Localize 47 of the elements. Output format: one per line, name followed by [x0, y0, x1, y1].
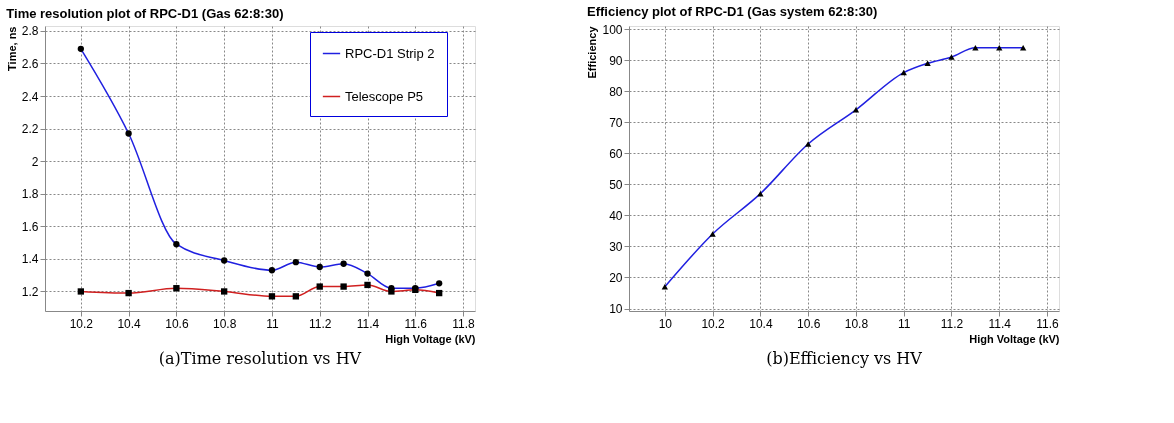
- y-tick-label: 30: [609, 239, 623, 254]
- x-tick-label: 10.4: [117, 316, 142, 331]
- y-tick-label: 2.8: [21, 24, 39, 39]
- y-tick-label: 90: [609, 53, 623, 68]
- x-tick-label: 11.4: [356, 316, 380, 331]
- y-tick-label: 60: [609, 146, 623, 161]
- chart-title: Time resolution plot of RPC-D1 (Gas 62:8:30): [6, 5, 284, 21]
- y-tick-label: 10: [609, 302, 623, 317]
- y-tick-label: 20: [609, 270, 623, 285]
- y-tick-label: 100: [602, 22, 623, 37]
- y-tick-label: 2.6: [21, 56, 39, 71]
- x-tick-label: 11.4: [988, 316, 1012, 331]
- x-tick-label: 10: [658, 316, 673, 331]
- x-tick-label: 10.6: [796, 316, 821, 331]
- x-tick-label: 11.2: [940, 316, 964, 331]
- x-tick-label: 10.2: [701, 316, 726, 331]
- legend-label: Telescope P5: [345, 88, 424, 104]
- y-tick-label: 50: [609, 177, 623, 192]
- y-tick-label: 1.2: [21, 284, 39, 299]
- x-tick-label: 11: [266, 316, 279, 331]
- y-axis-title: Efficiency: [586, 25, 599, 79]
- x-tick-label: 10.2: [69, 316, 94, 331]
- x-tick-label: 11.6: [1036, 316, 1060, 331]
- y-tick-label: 80: [609, 84, 623, 99]
- x-tick-label: 11.6: [404, 316, 428, 331]
- x-tick-label: 11: [897, 316, 911, 331]
- text: (b)Efficiency vs HV: [766, 349, 923, 368]
- x-tick-label: 10.6: [165, 316, 189, 331]
- legend-label: RPC-D1 Strip 2: [345, 45, 435, 61]
- x-tick-label: 11.2: [308, 316, 332, 331]
- x-tick-label: 10.4: [749, 316, 773, 331]
- x-tick-label: 10.8: [212, 316, 237, 331]
- y-tick-label: 70: [609, 115, 623, 130]
- y-tick-label: 1.6: [21, 219, 39, 234]
- y-tick-label: 2.4: [21, 89, 39, 104]
- chart-title: Efficiency plot of RPC-D1 (Gas system 62:8:30): [586, 4, 878, 20]
- x-tick-label: 11.8: [452, 316, 476, 331]
- x-axis-title: High Voltage (kV): [385, 332, 476, 345]
- x-axis-title: High Voltage (kV): [969, 332, 1060, 345]
- y-tick-label: 2: [31, 154, 39, 169]
- y-tick-label: 1.8: [21, 187, 39, 202]
- y-tick-label: 2.2: [21, 122, 39, 137]
- y-tick-label: 40: [609, 208, 623, 223]
- text: (a)Time resolution vs HV: [158, 349, 362, 368]
- y-axis-title: Time, ns: [5, 26, 18, 71]
- x-tick-label: 10.8: [844, 316, 869, 331]
- y-tick-label: 1.4: [21, 252, 39, 267]
